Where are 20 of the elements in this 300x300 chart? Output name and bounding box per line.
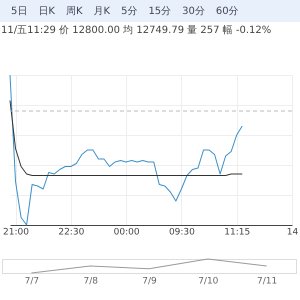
x-tick-label: 7/10 <box>198 276 219 286</box>
x-tick-label: 00:00 <box>114 228 140 238</box>
text: 30分 <box>182 5 205 18</box>
x-tick-label: 21:00 <box>3 228 30 238</box>
chart-subtitle: 11/五11:29 价 12800.00 均 12749.79 量 257 幅 -0.12% <box>1 24 272 38</box>
x-tick-label: 7/11 <box>256 276 278 286</box>
text: 周K <box>66 5 82 18</box>
text: 月K <box>94 5 110 18</box>
x-tick-label: 22:30 <box>58 228 85 238</box>
x-tick-label: 7/8 <box>83 276 98 286</box>
x-tick-label: 14 <box>286 228 298 238</box>
text: 5分 <box>121 5 138 18</box>
text: 60分 <box>216 5 239 18</box>
text: 日K <box>38 5 55 18</box>
text: 15分 <box>148 5 172 18</box>
x-tick-label: 09:30 <box>168 228 196 238</box>
x-tick-label: 7/9 <box>142 276 158 286</box>
x-tick-label: 11:15 <box>224 228 250 238</box>
text: 5日 <box>11 5 28 18</box>
x-tick-label: 7/7 <box>24 276 40 286</box>
